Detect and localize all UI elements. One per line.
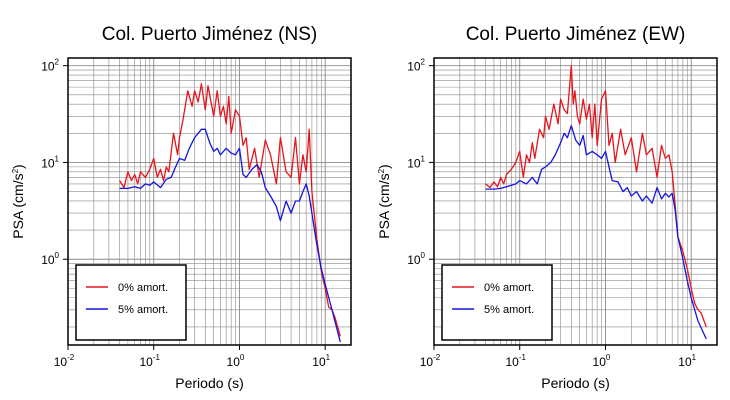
x-tick-label: 10-2 <box>420 353 441 369</box>
legend: 0% amort. 5% amort. <box>75 264 187 341</box>
series-line-amort-5 <box>119 128 341 343</box>
y-tick-label: 102 <box>407 58 425 74</box>
x-tick-label: 100 <box>593 353 611 369</box>
y-tick-label: 101 <box>41 154 59 170</box>
legend-label: 0% amort. <box>484 282 534 294</box>
x-tick-label: 100 <box>227 353 245 369</box>
legend-label: 0% amort. <box>118 282 168 294</box>
chart-title: Col. Puerto Jiménez (NS) <box>102 24 317 45</box>
series-line-amort-5 <box>485 125 707 340</box>
x-tick-label: 10-1 <box>505 353 526 369</box>
chart-title: Col. Puerto Jiménez (EW) <box>466 24 686 45</box>
x-axis-label: Periodo (s) <box>541 375 609 391</box>
y-tick-label: 100 <box>407 251 425 267</box>
x-tick-label: 101 <box>312 353 330 369</box>
x-axis-label: Periodo (s) <box>175 375 243 391</box>
x-tick-label: 10-2 <box>54 353 75 369</box>
chart-panel-ns: 10-2 10-1 100 101 100 101 102 Col. Puerto Jimén… <box>10 24 352 391</box>
x-tick-label: 10-1 <box>139 353 160 369</box>
series-line-amort-0 <box>119 83 341 337</box>
y-tick-label: 100 <box>41 251 59 267</box>
legend-label: 5% amort. <box>118 304 168 316</box>
x-tick-label: 101 <box>678 353 696 369</box>
legend: 0% amort. 5% amort. <box>441 264 553 341</box>
y-axis-label: PSA (cm/s2) <box>10 164 26 238</box>
plot-frame <box>67 57 352 346</box>
plot-frame <box>433 57 718 346</box>
y-tick-label: 102 <box>41 58 59 74</box>
chart-panel-ew: 10-2 10-1 100 101 100 101 102 Col. Puerto Jimén… <box>376 24 718 391</box>
legend-label: 5% amort. <box>484 304 534 316</box>
y-tick-label: 101 <box>407 154 425 170</box>
legend-box <box>75 264 187 341</box>
y-axis-label: PSA (cm/s2) <box>376 164 392 238</box>
legend-box <box>441 264 553 341</box>
series-line-amort-0 <box>485 65 707 328</box>
